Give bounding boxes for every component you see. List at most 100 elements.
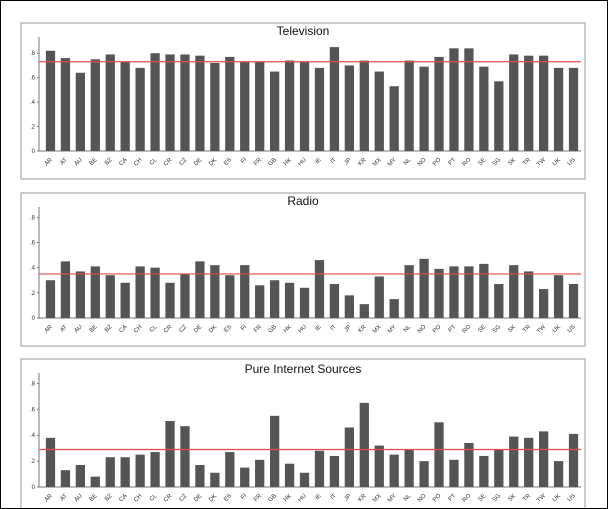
bar-cz [180, 54, 190, 151]
bar-bz [105, 275, 115, 318]
x-tick-label: IE [315, 324, 323, 332]
x-tick-label: AT [59, 157, 69, 167]
bar-cl [150, 267, 160, 318]
bar-fr [255, 459, 265, 487]
x-tick-label: CH [133, 493, 143, 503]
y-tick-label: .8 [30, 215, 36, 221]
x-tick-label: NO [417, 493, 428, 504]
x-tick-label: PO [432, 493, 443, 504]
bar-sk [509, 265, 519, 318]
bar-it [329, 455, 340, 487]
bar-uk [553, 275, 564, 318]
x-tick-label: FI [240, 493, 248, 501]
x-tick-label: SE [477, 157, 487, 167]
x-tick-label: MY [387, 157, 398, 168]
x-tick-label: CL [149, 324, 159, 334]
x-tick-label: RO [462, 493, 473, 504]
bar-jp [344, 65, 354, 151]
bar-de [195, 261, 205, 318]
bar-es [225, 452, 235, 487]
x-tick-label: PO [432, 157, 443, 168]
x-tick-label: IE [315, 493, 323, 501]
bar-ar [45, 437, 56, 487]
bar-be [90, 266, 100, 318]
x-tick-label: IT [330, 157, 338, 165]
x-tick-label: CL [149, 493, 159, 503]
x-tick-label: DE [193, 493, 203, 503]
bar-cz [180, 273, 190, 318]
x-tick-label: HK [283, 157, 293, 167]
x-tick-label: DK [208, 157, 218, 167]
x-tick-label: HU [298, 493, 308, 503]
bar-kr [359, 60, 369, 151]
chart-title: Television [277, 24, 330, 38]
bar-po [434, 56, 444, 152]
bar-sg [494, 449, 504, 487]
x-tick-label: IT [330, 493, 338, 501]
x-tick-label: BZ [104, 493, 114, 503]
bar-kr [359, 304, 369, 318]
bar-pt [449, 459, 459, 487]
x-tick-label: TW [536, 324, 547, 335]
bar-hu [299, 61, 310, 151]
bar-ro [464, 443, 474, 487]
x-tick-label: KR [358, 324, 369, 335]
bar-gb [270, 71, 280, 151]
bar-fi [240, 467, 250, 487]
bar-at [60, 58, 71, 151]
bar-dk [210, 63, 220, 151]
x-tick-label: US [567, 157, 577, 167]
y-tick-label: .2 [30, 125, 36, 131]
x-tick-label: TR [522, 493, 532, 503]
x-tick-label: BE [89, 493, 99, 503]
bar-be [90, 476, 100, 487]
bar-hk [284, 60, 295, 151]
x-tick-label: MY [387, 324, 398, 335]
x-tick-label: MX [372, 157, 383, 168]
x-tick-label: CZ [178, 157, 188, 167]
x-tick-label: SE [477, 493, 487, 503]
x-tick-label: UK [552, 493, 562, 503]
bar-cz [180, 426, 190, 487]
bar-nl [404, 265, 414, 318]
panel-frame [20, 192, 586, 347]
bar-tw [539, 55, 549, 151]
x-tick-label: HU [298, 324, 308, 334]
bar-no [419, 66, 429, 151]
x-tick-label: CH [133, 324, 143, 334]
bar-fr [255, 285, 265, 318]
x-tick-label: TR [522, 324, 532, 334]
x-tick-label: CZ [178, 324, 188, 334]
x-tick-label: PT [448, 324, 458, 334]
x-tick-label: HU [298, 157, 308, 167]
x-tick-label: FR [253, 324, 263, 334]
x-tick-label: AT [59, 493, 69, 503]
bar-uk [553, 461, 564, 487]
bar-us [568, 67, 579, 151]
x-tick-label: CZ [178, 493, 188, 503]
x-tick-label: TR [522, 157, 532, 167]
bar-tr [524, 271, 534, 318]
x-tick-label: UK [552, 157, 562, 167]
x-tick-label: AU [74, 493, 84, 503]
bar-nl [404, 60, 414, 151]
bar-ie [314, 450, 325, 487]
x-tick-label: PT [448, 493, 458, 503]
x-tick-label: ES [223, 157, 233, 167]
bar-tr [524, 437, 534, 487]
x-tick-label: UK [552, 324, 562, 334]
y-tick-label: 0 [32, 149, 36, 155]
y-tick-label: 0 [32, 485, 36, 491]
bar-jp [344, 295, 354, 318]
y-tick-label: .4 [30, 433, 36, 439]
x-tick-label: FI [240, 157, 248, 165]
chart-panel-2: Pure Internet Sources 0 .2 .4 .6 .8 AR AT AU BE BZ… [20, 358, 586, 508]
bar-tw [539, 431, 549, 487]
x-tick-label: GB [268, 493, 278, 503]
y-tick-label: .6 [30, 240, 36, 246]
x-tick-label: NO [417, 157, 428, 168]
bar-cl [150, 452, 160, 487]
bar-at [60, 470, 71, 487]
